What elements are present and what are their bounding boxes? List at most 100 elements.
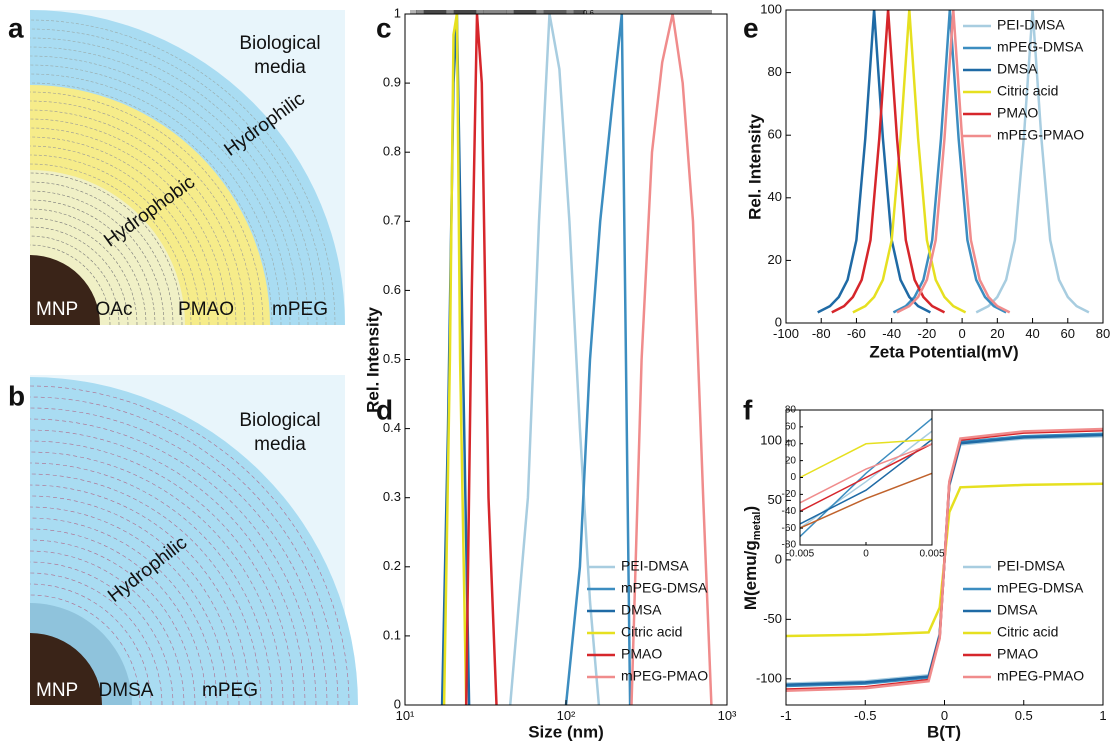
legend-label: mPEG-DMSA (621, 580, 708, 596)
series-line (508, 13, 601, 706)
chain-ring (29, 429, 306, 706)
y-tick-label: 20 (785, 455, 797, 466)
legend-label: DMSA (621, 602, 662, 618)
y-tick-label: 60 (768, 127, 782, 142)
y-tick-label: 100 (760, 1, 782, 16)
chain-ring (29, 82, 273, 326)
x-axis-label: Size (nm) (528, 722, 604, 741)
chain-ring (29, 235, 120, 326)
y-axis-label-part: metal (751, 512, 763, 541)
y-tick-label: 0.4 (383, 420, 401, 435)
y-tick-label: -100 (756, 670, 782, 685)
y-tick-label: 1 (394, 5, 401, 20)
series-line (799, 472, 933, 529)
y-axis-label: Rel. Intensity (363, 307, 382, 413)
core (30, 255, 100, 325)
chain-ring (29, 100, 255, 326)
x-tick-label: 80 (1096, 326, 1110, 341)
plot-frame (785, 9, 1104, 324)
series-line (799, 443, 933, 512)
series-line (785, 427, 1104, 692)
x-tick-label: 0 (941, 708, 948, 723)
media-label: media (254, 434, 306, 455)
legend-label: PMAO (997, 105, 1038, 121)
media-label: Biological (239, 410, 320, 431)
legend-label: PMAO (997, 646, 1038, 662)
chain-ring (29, 127, 228, 326)
chain-ring (29, 594, 141, 706)
media-label: media (254, 57, 306, 78)
layer-label: PMAO (178, 299, 234, 320)
panel-label: d (376, 394, 393, 425)
x-tick-label: -20 (917, 326, 936, 341)
panel-label: a (8, 12, 24, 43)
x-tick-label: 1 (1099, 708, 1106, 723)
y-tick-label: 0.5 (383, 351, 401, 366)
y-tick-label: 0 (775, 314, 782, 329)
legend-label: Citric acid (997, 83, 1058, 99)
chain-ring (29, 55, 300, 326)
legend-label: DMSA (997, 602, 1038, 618)
core-label: MNP (36, 680, 78, 701)
chain-ring (29, 396, 339, 706)
legend-label: PEI-DMSA (997, 558, 1065, 574)
legend-label: mPEG-PMAO (997, 127, 1084, 143)
legend-label: Citric acid (997, 624, 1058, 640)
plot-area (786, 10, 1103, 323)
chain-ring (29, 73, 282, 326)
y-axis-label-part: M(emu/g (741, 540, 760, 610)
mpeg-layer (30, 377, 358, 705)
x-tick-label: -100 (773, 326, 799, 341)
chain-ring (29, 136, 219, 326)
chain-ring (29, 385, 350, 706)
series-line (799, 438, 933, 479)
legend-label: mPEG-DMSA (997, 39, 1084, 55)
chain-ring (29, 484, 251, 706)
panel-label: b (8, 380, 25, 411)
x-tick-label: 10³ (718, 708, 737, 723)
chain-ring (29, 506, 229, 706)
x-axis-label: Zeta Potential(mV) (869, 342, 1018, 361)
y-axis-label: Rel. Intensity (745, 114, 764, 220)
chain-ring (29, 550, 185, 706)
legend-label: PMAO (621, 646, 662, 662)
chain-ring (29, 118, 237, 326)
chain-ring (29, 462, 273, 706)
media-label: Biological (239, 33, 320, 54)
y-tick-label: 50 (768, 492, 782, 507)
chain-ring (29, 539, 196, 706)
x-tick-label: 0 (958, 326, 965, 341)
panel-label: e (743, 12, 759, 43)
chain-ring (29, 172, 183, 326)
x-tick-label: 40 (1025, 326, 1039, 341)
y-axis-label-part: ) (741, 506, 760, 512)
chain-ring (29, 190, 165, 326)
y-tick-label: 0.6 (383, 282, 401, 297)
y-tick-label: -60 (782, 523, 797, 534)
y-tick-label: 80 (768, 64, 782, 79)
chain-ring (29, 145, 210, 326)
x-tick-label: 0 (863, 549, 869, 560)
y-tick-label: 40 (768, 189, 782, 204)
y-tick-label: 0.9 (383, 75, 401, 90)
series-line (799, 443, 933, 504)
y-axis-label: M(emu/gmetal) (741, 506, 762, 610)
x-tick-label: 20 (990, 326, 1004, 341)
y-tick-label: 80 (785, 405, 797, 416)
legend-label: DMSA (997, 61, 1038, 77)
y-tick-label: 60 (785, 422, 797, 433)
y-tick-label: -80 (782, 540, 797, 551)
chain-ring (29, 572, 163, 706)
x-tick-label: 10¹ (396, 708, 415, 723)
x-tick-label: 0.5 (1015, 708, 1033, 723)
chain-ring (29, 19, 336, 326)
chain-ring (29, 418, 317, 706)
chain-ring (29, 217, 138, 326)
series-line (799, 438, 933, 525)
chain-ring (29, 226, 129, 326)
chain-ring (29, 37, 318, 326)
chain-ring (29, 495, 240, 706)
y-tick-label: -40 (782, 506, 797, 517)
legend-label: PEI-DMSA (997, 17, 1065, 33)
